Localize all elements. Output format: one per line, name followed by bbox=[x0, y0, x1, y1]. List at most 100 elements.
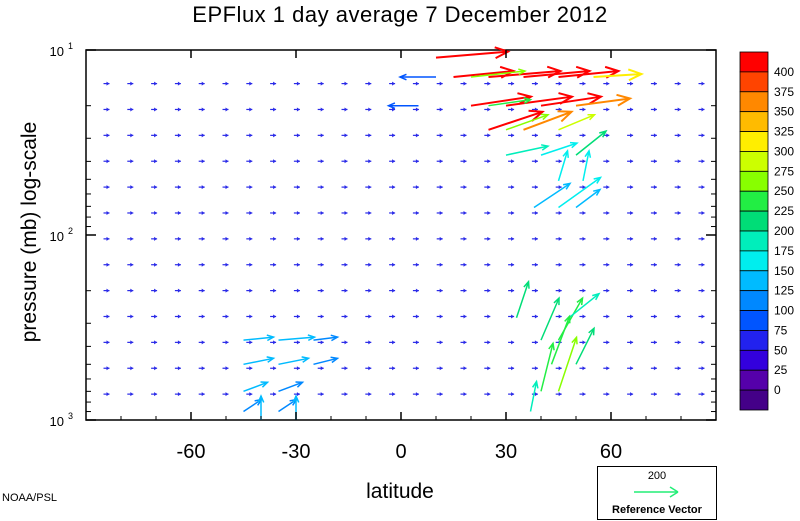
data-vector bbox=[488, 109, 545, 131]
field-arrow bbox=[365, 159, 372, 164]
field-arrow bbox=[174, 236, 181, 241]
y-tick-label: 10 bbox=[50, 414, 64, 429]
field-arrow bbox=[151, 159, 158, 164]
field-arrow bbox=[531, 210, 538, 215]
field-arrow bbox=[460, 314, 467, 319]
field-arrow bbox=[389, 262, 396, 267]
field-arrow bbox=[555, 81, 562, 86]
field-arrow bbox=[579, 288, 586, 293]
field-arrow bbox=[293, 392, 300, 397]
field-arrow bbox=[579, 236, 586, 241]
data-vector bbox=[540, 341, 555, 392]
field-arrow bbox=[389, 107, 396, 112]
field-arrow bbox=[603, 288, 610, 293]
field-arrow bbox=[627, 210, 634, 215]
field-arrow bbox=[603, 340, 610, 345]
field-arrow bbox=[389, 210, 396, 215]
data-vector bbox=[398, 73, 436, 81]
field-arrow bbox=[293, 159, 300, 164]
colorbar-swatch bbox=[739, 151, 769, 172]
field-arrow bbox=[103, 392, 110, 397]
field-arrow bbox=[531, 159, 538, 164]
field-arrow bbox=[103, 262, 110, 267]
field-arrow bbox=[222, 210, 229, 215]
field-arrow bbox=[436, 210, 443, 215]
field-arrow bbox=[341, 392, 348, 397]
field-arrow bbox=[365, 366, 372, 371]
field-arrow bbox=[460, 185, 467, 190]
field-arrow bbox=[412, 314, 419, 319]
field-arrow bbox=[270, 314, 277, 319]
field-arrow bbox=[412, 236, 419, 241]
field-arrow bbox=[412, 262, 419, 267]
field-arrow bbox=[198, 81, 205, 86]
field-arrow bbox=[151, 288, 158, 293]
field-arrow bbox=[103, 107, 110, 112]
field-arrow bbox=[531, 262, 538, 267]
field-arrow bbox=[460, 210, 467, 215]
field-arrow bbox=[246, 133, 253, 138]
field-arrow bbox=[270, 262, 277, 267]
field-arrow bbox=[412, 159, 419, 164]
field-arrow bbox=[222, 133, 229, 138]
field-arrow bbox=[174, 288, 181, 293]
field-arrow bbox=[579, 210, 586, 215]
field-arrow bbox=[460, 236, 467, 241]
colorbar-label: 325 bbox=[774, 125, 794, 139]
x-tick-label: -30 bbox=[282, 441, 311, 463]
colorbar-swatch bbox=[739, 349, 769, 371]
field-arrow bbox=[317, 314, 324, 319]
colorbar-label: 50 bbox=[774, 343, 788, 357]
data-vector bbox=[243, 381, 270, 393]
data-vector bbox=[575, 93, 633, 107]
field-arrow bbox=[508, 236, 515, 241]
field-arrow bbox=[579, 314, 586, 319]
colorbar-label: 400 bbox=[774, 65, 794, 79]
field-arrow bbox=[436, 340, 443, 345]
field-arrow bbox=[436, 236, 443, 241]
colorbar-swatch bbox=[739, 250, 769, 272]
y-tick-label: 10 bbox=[50, 229, 64, 244]
field-arrow bbox=[317, 210, 324, 215]
colorbar-label: 275 bbox=[774, 164, 794, 178]
field-arrow bbox=[579, 81, 586, 86]
colorbar-swatch bbox=[739, 230, 769, 252]
colorbar-label: 125 bbox=[774, 284, 794, 298]
field-arrow bbox=[127, 107, 134, 112]
field-arrow bbox=[222, 366, 229, 371]
field-arrow bbox=[627, 236, 634, 241]
data-vector bbox=[505, 113, 550, 131]
y-tick-label: 10 bbox=[50, 44, 64, 59]
field-arrow bbox=[174, 392, 181, 397]
field-arrow bbox=[293, 236, 300, 241]
field-arrow bbox=[151, 340, 158, 345]
field-arrow bbox=[698, 159, 705, 164]
field-arrow bbox=[603, 392, 610, 397]
field-arrow bbox=[674, 81, 681, 86]
field-arrow bbox=[174, 81, 181, 86]
field-arrow bbox=[270, 81, 277, 86]
field-arrow bbox=[174, 262, 181, 267]
field-arrow bbox=[246, 392, 253, 397]
field-arrow bbox=[198, 210, 205, 215]
field-arrow bbox=[317, 288, 324, 293]
field-arrow bbox=[222, 81, 229, 86]
field-arrow bbox=[317, 133, 324, 138]
field-arrow bbox=[270, 210, 277, 215]
field-arrow bbox=[317, 392, 324, 397]
field-arrow bbox=[508, 107, 515, 112]
field-arrow bbox=[579, 159, 586, 164]
data-vector bbox=[505, 144, 550, 156]
field-arrow bbox=[341, 210, 348, 215]
field-arrow bbox=[460, 262, 467, 267]
field-arrow bbox=[555, 392, 562, 397]
field-arrow bbox=[151, 133, 158, 138]
field-arrow bbox=[270, 236, 277, 241]
field-arrow bbox=[531, 133, 538, 138]
data-vector bbox=[558, 176, 603, 209]
field-arrow bbox=[341, 159, 348, 164]
field-arrow bbox=[603, 210, 610, 215]
field-arrow bbox=[412, 185, 419, 190]
data-vector bbox=[575, 326, 595, 365]
field-arrow bbox=[198, 236, 205, 241]
